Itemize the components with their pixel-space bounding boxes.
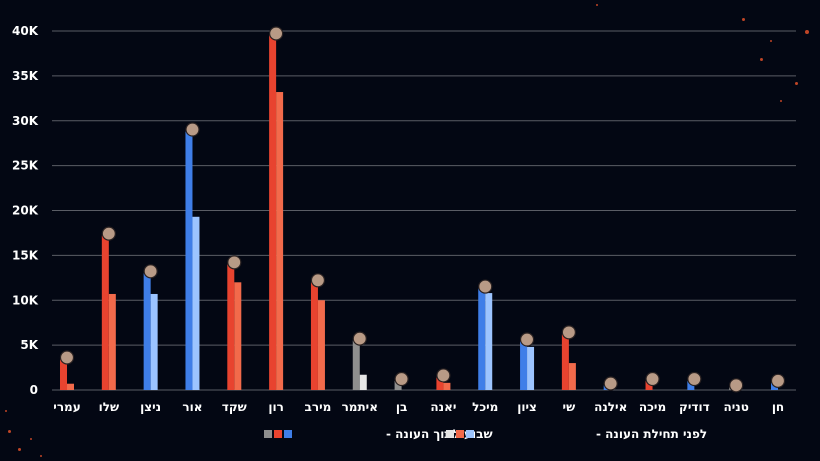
x-tick-label: בן (396, 400, 407, 414)
legend-label: שבוע לתוך העונה - (386, 427, 493, 441)
bar-week-into-season (687, 381, 695, 390)
bar-before-season (234, 282, 242, 390)
legend-swatch (264, 430, 272, 438)
contestant-avatar-icon (478, 279, 493, 294)
ember-spark (780, 100, 782, 102)
contestant-avatar-icon (770, 373, 786, 388)
contestant-avatar-icon (227, 255, 242, 270)
y-tick-label: 0 (30, 383, 38, 397)
bar-before-season (150, 293, 158, 390)
bar-week-into-season (143, 273, 151, 390)
bar-week-into-season (101, 235, 109, 390)
bar-before-season (317, 300, 325, 390)
x-axis-labels: חן טניה דודיק מיכה אילנה שי ציון מיכל יאנה בן איתמ… (53, 400, 784, 414)
y-tick-label: 5K (20, 338, 38, 352)
bar-week-into-season (269, 35, 277, 391)
contestant-avatar-icon (269, 26, 284, 41)
legend-label: לפני תחילת העונה - (596, 427, 707, 441)
ember-spark (30, 438, 32, 440)
y-tick-label: 15K (12, 248, 39, 262)
bar-before-season (485, 293, 493, 390)
contestant-avatar-icon (436, 368, 451, 383)
y-tick-label: 10K (12, 293, 39, 307)
ember-spark (5, 410, 7, 412)
legend-swatch (284, 430, 292, 438)
x-tick-label: שי (563, 400, 576, 414)
legend-swatch (466, 430, 474, 438)
bar-before-season (108, 293, 116, 390)
contestant-avatar-icon (645, 371, 660, 387)
contestant-avatar-icon (603, 376, 618, 391)
contestant-avatar-icon (101, 226, 116, 241)
y-tick-label: 40K (12, 24, 39, 38)
bar-week-into-season (436, 377, 444, 390)
ember-spark (8, 430, 11, 433)
x-tick-label: ציון (517, 400, 537, 414)
contestant-avatar-icon (352, 331, 367, 346)
y-axis-ticks: 0 5K 10K 15K 20K 25K 30K 35K 40K (12, 24, 39, 397)
ember-spark (795, 82, 798, 85)
bar-week-into-season (352, 340, 360, 390)
x-tick-label: איתמר (342, 400, 378, 414)
bar-before-season (568, 363, 576, 390)
bar-before-season (359, 374, 367, 390)
y-tick-label: 20K (12, 204, 39, 218)
x-tick-label: שקד (222, 400, 247, 414)
ember-spark (770, 40, 772, 42)
bar-week-into-season (394, 381, 402, 390)
bar-week-into-season (645, 381, 653, 390)
grid-lines (52, 30, 796, 391)
x-tick-label: מיכל (472, 400, 498, 414)
y-tick-label: 25K (12, 159, 39, 173)
contestant-avatar-icon (519, 332, 535, 347)
y-tick-label: 35K (12, 69, 39, 83)
ember-spark (760, 58, 763, 61)
ember-spark (742, 18, 745, 21)
legend: שבוע לתוך העונה - לפני תחילת העונה - (264, 427, 707, 441)
ember-spark (805, 30, 809, 34)
bar-before-season (192, 216, 200, 390)
bar-week-into-season (520, 341, 528, 390)
x-tick-label: רון (268, 400, 283, 414)
x-tick-label: אור (182, 400, 202, 414)
contestant-avatar-icon (59, 350, 75, 365)
bar-week-into-season (478, 288, 486, 390)
contestant-avatar-icon (394, 371, 409, 387)
x-tick-label: מירב (305, 400, 332, 414)
bar-week-into-season (227, 264, 235, 390)
bar-week-into-season (60, 359, 67, 390)
x-tick-label: דודיק (679, 400, 710, 414)
legend-swatch (274, 430, 282, 438)
contestant-avatar-icon (561, 325, 576, 340)
bar-before-season (67, 383, 74, 390)
ember-spark (596, 4, 598, 6)
x-tick-label: ניצן (140, 400, 161, 414)
y-tick-label: 30K (12, 114, 39, 128)
bars (59, 26, 786, 393)
ember-spark (40, 455, 42, 457)
bar-before-season (276, 92, 284, 390)
bar-before-season (443, 382, 451, 390)
x-tick-label: שלו (99, 400, 119, 414)
legend-swatch (446, 430, 454, 438)
bar-week-into-season (561, 334, 569, 390)
x-tick-label: חן (772, 400, 784, 414)
contestant-avatar-icon (687, 371, 702, 387)
bar-week-into-season (185, 131, 193, 390)
x-tick-label: עמרי (53, 400, 80, 414)
x-tick-label: טניה (723, 400, 748, 414)
contestant-avatar-icon (310, 273, 326, 288)
legend-swatch (456, 430, 464, 438)
bar-before-season (527, 346, 535, 390)
bar-week-into-season (310, 282, 318, 390)
x-tick-label: יאנה (430, 400, 456, 414)
x-tick-label: אילנה (594, 400, 627, 414)
x-tick-label: מיכה (639, 400, 666, 414)
contestant-avatar-icon (143, 264, 158, 279)
ember-spark (18, 448, 21, 451)
contestant-avatar-icon (185, 122, 200, 137)
contestant-avatar-icon (729, 378, 744, 393)
